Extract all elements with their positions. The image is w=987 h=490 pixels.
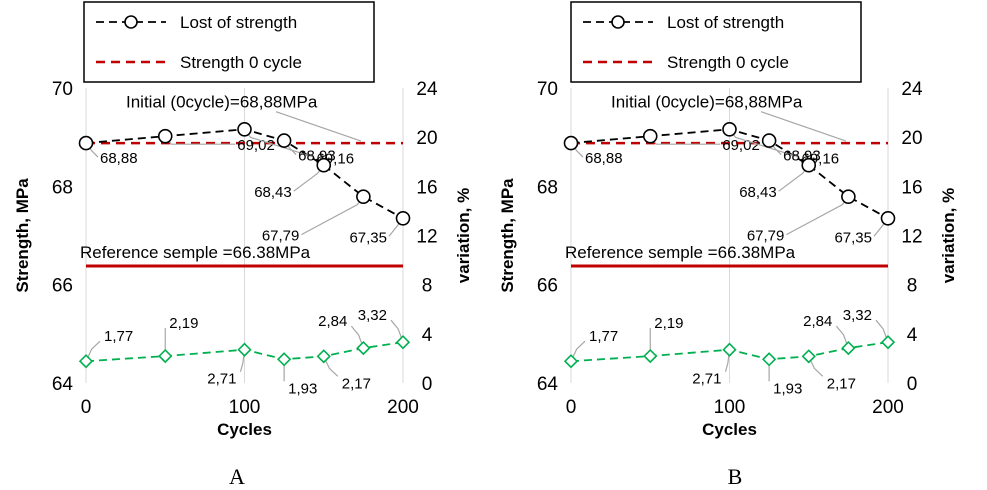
data-label: 3,32 bbox=[843, 307, 872, 324]
data-label: 2,71 bbox=[207, 371, 236, 388]
x-axis-title: Cycles bbox=[217, 420, 272, 439]
y2-tick-label: 16 bbox=[901, 177, 922, 198]
data-label: 2,84 bbox=[318, 313, 347, 330]
legend-swatch-circle bbox=[125, 16, 137, 28]
data-label: 1,93 bbox=[288, 380, 317, 397]
y2-axis-title: variation, % bbox=[939, 188, 958, 283]
data-point-diamond bbox=[803, 350, 815, 362]
x-tick-label: 100 bbox=[714, 397, 746, 418]
data-point-diamond bbox=[159, 350, 171, 362]
data-point-circle bbox=[723, 123, 736, 136]
y-tick-label: 68 bbox=[52, 177, 73, 198]
y-tick-label: 70 bbox=[537, 79, 558, 100]
data-point-circle bbox=[565, 137, 578, 150]
data-label: 2,19 bbox=[169, 315, 198, 332]
annotation-reference: Reference semple =66.38MPa bbox=[80, 243, 311, 262]
x-tick-label: 100 bbox=[229, 397, 261, 418]
data-point-diamond bbox=[882, 336, 894, 348]
data-point-circle bbox=[842, 190, 855, 203]
y2-tick-label: 12 bbox=[416, 227, 437, 248]
data-label: 3,32 bbox=[358, 307, 387, 324]
data-label: 69,02 bbox=[722, 137, 760, 154]
legend-label: Strength 0 cycle bbox=[180, 53, 302, 72]
data-point-circle bbox=[802, 159, 815, 172]
annotation-reference: Reference semple =66.38MPa bbox=[565, 243, 796, 262]
chart-panel-B: 0 100 200 64 66 68 70 0 4 8 12 16 20 24 Cycles Strength… bbox=[498, 2, 958, 489]
x-axis-title: Cycles bbox=[702, 420, 757, 439]
legend-label: Strength 0 cycle bbox=[667, 53, 789, 72]
data-point-circle bbox=[763, 134, 776, 147]
data-point-diamond bbox=[397, 336, 409, 348]
data-point-diamond bbox=[318, 350, 330, 362]
panel-letter: B bbox=[728, 464, 743, 489]
y-axis-title: Strength, MPa bbox=[498, 178, 517, 293]
y2-axis-title: variation, % bbox=[454, 188, 473, 283]
chart-panel-A: 0 100 200 64 66 68 70 0 4 8 12 16 20 24 Cycles Strength… bbox=[13, 2, 473, 489]
y-tick-label: 66 bbox=[52, 276, 73, 297]
data-point-diamond bbox=[763, 353, 775, 365]
data-label: 1,77 bbox=[589, 328, 618, 345]
y-tick-label: 64 bbox=[52, 374, 74, 395]
y2-tick-label: 8 bbox=[907, 276, 918, 297]
data-label: 68,88 bbox=[100, 150, 138, 167]
y2-tick-label: 16 bbox=[416, 177, 437, 198]
y2-tick-label: 8 bbox=[422, 276, 433, 297]
data-point-diamond bbox=[239, 344, 251, 356]
data-label: 1,93 bbox=[773, 380, 802, 397]
panel-letter: A bbox=[229, 464, 245, 489]
data-point-diamond bbox=[565, 355, 577, 367]
annotation-initial: Initial (0cycle)=68,88MPa bbox=[611, 93, 803, 112]
data-label: 68,43 bbox=[739, 184, 777, 201]
data-label: 2,84 bbox=[803, 313, 832, 330]
data-label: 1,77 bbox=[104, 328, 133, 345]
annotation-initial: Initial (0cycle)=68,88MPa bbox=[126, 93, 318, 112]
data-point-diamond bbox=[644, 350, 656, 362]
y2-tick-label: 20 bbox=[416, 128, 437, 149]
legend-swatch-circle bbox=[612, 16, 624, 28]
data-point-circle bbox=[278, 134, 291, 147]
y-axis-title: Strength, MPa bbox=[13, 178, 32, 293]
y2-tick-label: 4 bbox=[907, 325, 918, 346]
data-label: 2,19 bbox=[654, 315, 683, 332]
data-label: 67,35 bbox=[349, 229, 387, 246]
y2-tick-label: 0 bbox=[422, 374, 433, 395]
x-tick-label: 0 bbox=[81, 397, 92, 418]
data-point-diamond bbox=[278, 353, 290, 365]
x-tick-label: 0 bbox=[566, 397, 577, 418]
data-label: 68,43 bbox=[254, 184, 292, 201]
data-point-circle bbox=[317, 159, 330, 172]
legend-label: Lost of strength bbox=[180, 13, 297, 32]
legend-label: Lost of strength bbox=[667, 13, 784, 32]
data-point-circle bbox=[238, 123, 251, 136]
y2-tick-label: 4 bbox=[422, 325, 433, 346]
y2-tick-label: 24 bbox=[416, 79, 438, 100]
data-label: 2,71 bbox=[692, 371, 721, 388]
data-label: 2,17 bbox=[827, 375, 856, 392]
data-point-circle bbox=[882, 212, 895, 225]
y2-tick-label: 20 bbox=[901, 128, 922, 149]
y-tick-label: 70 bbox=[52, 79, 73, 100]
data-point-diamond bbox=[724, 344, 736, 356]
y2-tick-label: 24 bbox=[901, 79, 923, 100]
data-point-circle bbox=[159, 130, 172, 143]
data-label: 68,88 bbox=[585, 150, 623, 167]
data-point-diamond bbox=[842, 342, 854, 354]
data-point-diamond bbox=[357, 342, 369, 354]
data-point-circle bbox=[80, 137, 93, 150]
data-point-circle bbox=[357, 190, 370, 203]
data-point-diamond bbox=[80, 355, 92, 367]
data-point-circle bbox=[644, 130, 657, 143]
y-tick-label: 66 bbox=[537, 276, 558, 297]
y-tick-label: 68 bbox=[537, 177, 558, 198]
x-tick-label: 200 bbox=[387, 397, 419, 418]
y-tick-label: 64 bbox=[537, 374, 559, 395]
data-label: 67,35 bbox=[834, 229, 872, 246]
x-tick-label: 200 bbox=[872, 397, 904, 418]
data-label: 69,02 bbox=[237, 137, 275, 154]
data-point-circle bbox=[397, 212, 410, 225]
data-label: 2,17 bbox=[342, 375, 371, 392]
y2-tick-label: 0 bbox=[907, 374, 918, 395]
y2-tick-label: 12 bbox=[901, 227, 922, 248]
